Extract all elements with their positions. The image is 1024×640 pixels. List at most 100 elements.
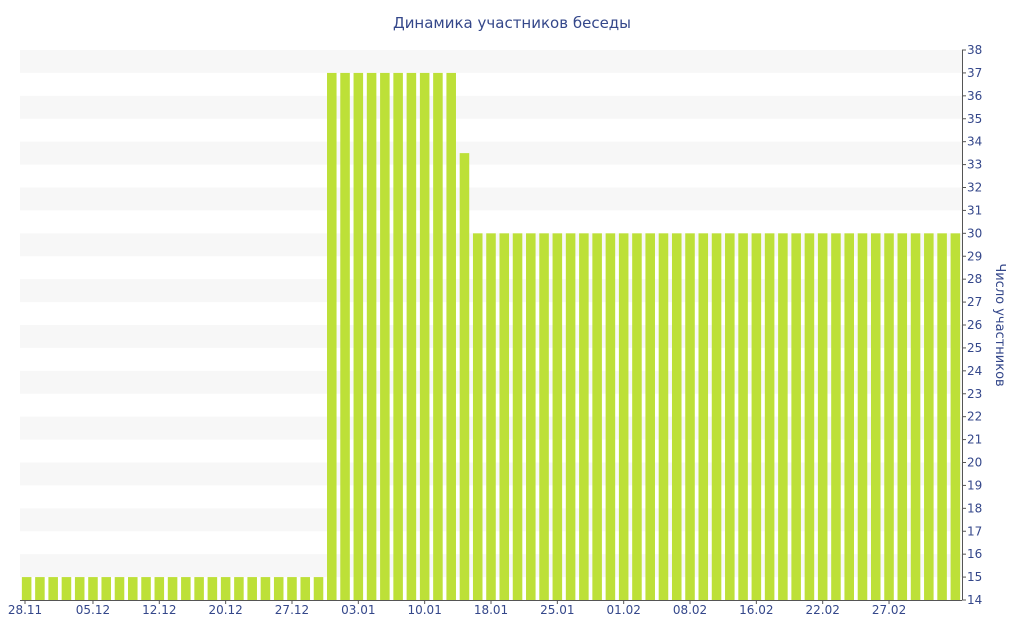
chart-title: Динамика участников беседы [393,14,631,32]
x-tick-label: 27.02 [872,603,906,617]
x-tick-label: 25.01 [540,603,574,617]
bar [406,72,417,601]
bar [844,233,854,600]
y-tick-label: 35 [967,112,982,126]
bar [327,72,337,601]
y-tick-label: 14 [967,593,982,607]
bar [260,577,271,600]
y-tick-label: 17 [967,524,982,538]
bar [101,577,112,600]
bar [671,233,682,600]
y-tick-label: 20 [967,456,982,470]
x-tick-label: 10.01 [407,603,441,617]
bar [419,72,430,601]
bar [472,233,483,600]
y-tick-label: 31 [967,203,982,217]
bar [526,233,536,600]
y-tick-label: 32 [967,181,982,195]
bar [207,577,218,600]
bar [35,577,45,600]
bar [88,577,98,600]
y-tick-label: 38 [967,43,982,57]
bar [234,577,244,600]
bar [114,577,125,600]
bar [194,577,204,600]
bar [446,72,456,601]
bar [366,72,377,601]
grid-band [20,50,962,73]
bar [459,153,470,601]
bar [857,233,868,600]
bar [924,233,934,600]
bar [592,233,602,600]
bar [950,233,961,600]
y-tick-label: 26 [967,318,982,332]
x-tick-label: 03.01 [341,603,375,617]
x-tick-label: 22.02 [806,603,840,617]
y-axis: 14 15 16 17 18 19 20 21 22 23 24 25 26 27 28 29 30 31 32 33… [962,43,982,607]
y-tick-label: 23 [967,387,982,401]
bar [618,233,629,600]
y-tick-label: 30 [967,226,982,240]
bar [380,72,390,601]
bar [910,233,921,600]
bar [220,577,231,600]
grid-band [20,187,962,211]
y-tick-label: 18 [967,501,982,515]
x-tick-label: 01.02 [606,603,640,617]
y-tick-label: 25 [967,341,982,355]
bar [287,577,297,600]
bar [433,72,443,601]
x-tick-label: 05.12 [76,603,110,617]
x-tick-label: 18.01 [474,603,508,617]
bar [539,233,549,600]
bar [751,233,762,600]
x-tick-label: 20.12 [208,603,242,617]
y-tick-label: 36 [967,89,982,103]
bar [353,72,364,601]
y-tick-label: 15 [967,570,982,584]
y-tick-label: 21 [967,433,982,447]
bar [141,577,151,600]
grid-band [20,95,962,119]
y-tick-label: 19 [967,478,982,492]
bar [764,233,775,600]
bar [831,233,841,600]
bar [313,577,324,600]
x-tick-label: 28.11 [8,603,42,617]
bar [565,233,576,600]
bar [48,577,58,600]
bar [605,233,616,600]
y-tick-label: 29 [967,249,982,263]
x-tick-label: 12.12 [142,603,176,617]
bar [778,233,788,600]
y-tick-label: 33 [967,158,982,172]
bar [512,233,523,600]
bar [658,233,669,600]
bar [552,233,563,600]
bar [499,233,510,600]
x-tick-label: 08.02 [673,603,707,617]
bar [128,577,138,600]
bar [791,233,801,600]
y-tick-label: 37 [967,66,982,80]
bar [579,233,589,600]
bar [61,577,72,600]
bars [21,72,961,601]
bar [632,233,642,600]
bar [870,233,881,600]
bar [393,72,403,601]
bar [645,233,655,600]
bar [486,233,496,600]
x-tick-label: 27.12 [275,603,309,617]
bar [897,233,908,600]
bar [300,577,311,600]
bar [181,577,191,600]
bar [74,577,85,600]
y-tick-label: 34 [967,135,982,149]
bar [725,233,735,600]
y-tick-label: 28 [967,272,982,286]
bar [340,72,350,601]
y-tick-label: 22 [967,410,982,424]
bar [937,233,947,600]
